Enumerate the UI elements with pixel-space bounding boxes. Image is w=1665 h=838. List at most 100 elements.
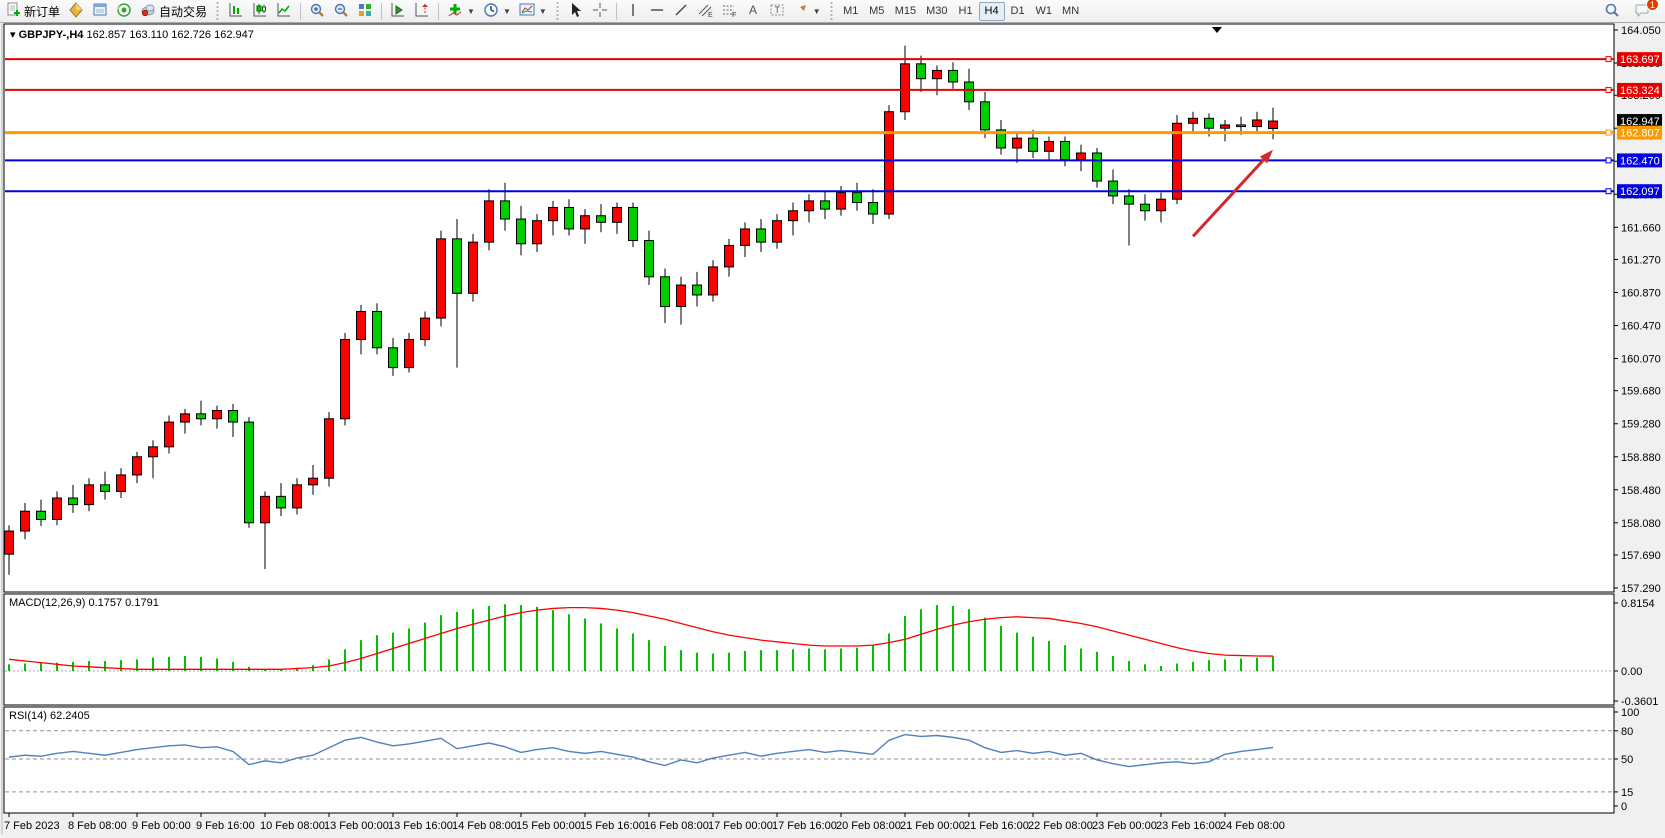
candle-body [548,206,558,222]
new-order-button[interactable]: 新订单 [2,1,64,21]
level-endpoint-handle[interactable] [1605,56,1612,63]
price-tick-label: 158.480 [1621,485,1661,497]
price-tick-label: 158.080 [1621,518,1661,530]
vertical-line-button[interactable] [621,1,645,21]
price-shift-marker-icon[interactable] [1212,27,1222,33]
time-tick-label: 20 Feb 08:00 [836,820,901,832]
current-price-label [1617,114,1662,129]
tab-timeframe-mn[interactable]: MN [1062,5,1080,17]
cursor-button[interactable] [564,1,588,21]
candle-body [868,202,878,215]
candle-body [500,200,510,220]
tab-timeframe-m5[interactable]: M5 [869,5,885,17]
price-tick-label: 157.690 [1621,550,1661,562]
chart-shift-button[interactable] [410,1,434,21]
market-watch-button[interactable] [64,1,88,21]
chart-shift-icon [414,2,430,21]
candle-body [1268,120,1278,129]
candlestick-chart-button[interactable] [248,1,272,21]
notifications-button[interactable]: 1 [1630,0,1659,21]
zoom-in-button[interactable] [305,1,329,21]
candle-body [100,484,110,492]
equidistant-channel-button[interactable]: E [693,1,717,21]
candle-body [132,456,142,476]
macd-tick-label: 0.00 [1621,666,1642,678]
candle-body [1108,180,1118,197]
candle-body [516,218,526,245]
arrow-annotation-head[interactable] [1259,149,1273,164]
level-price-label [1617,184,1662,199]
chart-menu-arrow-icon[interactable]: ▾ [10,29,19,41]
level-endpoint-handle[interactable] [1605,86,1612,93]
time-tick-label: 9 Feb 16:00 [196,820,255,832]
price-tick-label: 160.470 [1621,321,1661,333]
level-endpoint-handle[interactable] [1605,188,1612,195]
text-label-button[interactable]: T [765,1,789,21]
signals-icon [116,2,132,21]
price-pane [3,23,1615,593]
candle-body [676,284,686,308]
tab-timeframe-w1[interactable]: W1 [1035,5,1053,17]
candle-body [1252,119,1262,128]
arrows-button[interactable]: ▼ [789,1,825,21]
level-endpoint-handle[interactable] [1605,129,1612,136]
zoom-out-button[interactable] [329,1,353,21]
price-tick-label: 157.290 [1621,583,1661,595]
signals-button[interactable] [112,1,136,21]
time-tick-label: 21 Feb 16:00 [964,820,1029,832]
level-endpoint-handle[interactable] [1605,157,1612,164]
candle-body [740,228,750,246]
candle-body [532,220,542,245]
data-window-button[interactable] [88,1,112,21]
candle-body [596,215,606,223]
candle-body [980,101,990,131]
tab-timeframe-h4[interactable]: H4 [978,1,1005,21]
level-price-label [1617,153,1662,168]
candle-body [468,241,478,294]
text-icon: A [745,2,761,21]
auto-scroll-button[interactable] [386,1,410,21]
macd-signal-line [8,606,1274,670]
search-button[interactable] [1600,1,1624,21]
tab-timeframe-d1[interactable]: D1 [1010,5,1025,17]
time-tick-label: 10 Feb 08:00 [260,820,325,832]
candle-body [724,244,734,268]
candle-body [1044,140,1054,152]
indicators-button[interactable]: ▼ [443,1,479,21]
text-button[interactable]: A [741,1,765,21]
tab-timeframe-m30[interactable]: M30 [926,5,948,17]
rsi-line [8,733,1274,768]
bar-chart-button[interactable] [224,1,248,21]
fibonacci-button[interactable]: F [717,1,741,21]
line-chart-button[interactable] [272,1,296,21]
periods-button[interactable]: ▼ [479,1,515,21]
autotrading-button[interactable]: 自动交易 [136,1,211,21]
bar-chart-icon [228,2,244,21]
equidistant-channel-icon: E [697,2,713,21]
time-tick-label: 17 Feb 16:00 [772,820,837,832]
crosshair-button[interactable] [588,1,612,21]
price-tick-label: 159.280 [1621,419,1661,431]
tab-timeframe-m15[interactable]: M15 [894,5,917,17]
trendline-button[interactable] [669,1,693,21]
macd-tick-label: 0.8154 [1621,598,1655,610]
candle-body [708,266,718,296]
arrow-annotation-shaft[interactable] [1191,155,1268,238]
tab-timeframe-h1[interactable]: H1 [958,5,973,17]
candle-body [916,63,926,80]
candle-body [628,206,638,241]
time-tick-label: 22 Feb 08:00 [1028,820,1093,832]
templates-button[interactable]: ▼ [515,1,551,21]
candle-body [68,497,78,506]
candle-body [852,192,862,204]
candle-body [1204,117,1214,129]
new-order-label: 新订单 [24,4,61,19]
horizontal-line-button[interactable] [645,1,669,21]
candle-body [116,474,126,492]
macd-indicator-label: MACD(12,26,9) 0.1757 0.1791 [9,597,159,609]
toolbar-separator [381,2,383,20]
tile-windows-button[interactable] [353,1,377,21]
tab-timeframe-m1[interactable]: M1 [843,5,859,17]
cursor-icon [568,2,584,21]
candle-body [1188,117,1198,124]
